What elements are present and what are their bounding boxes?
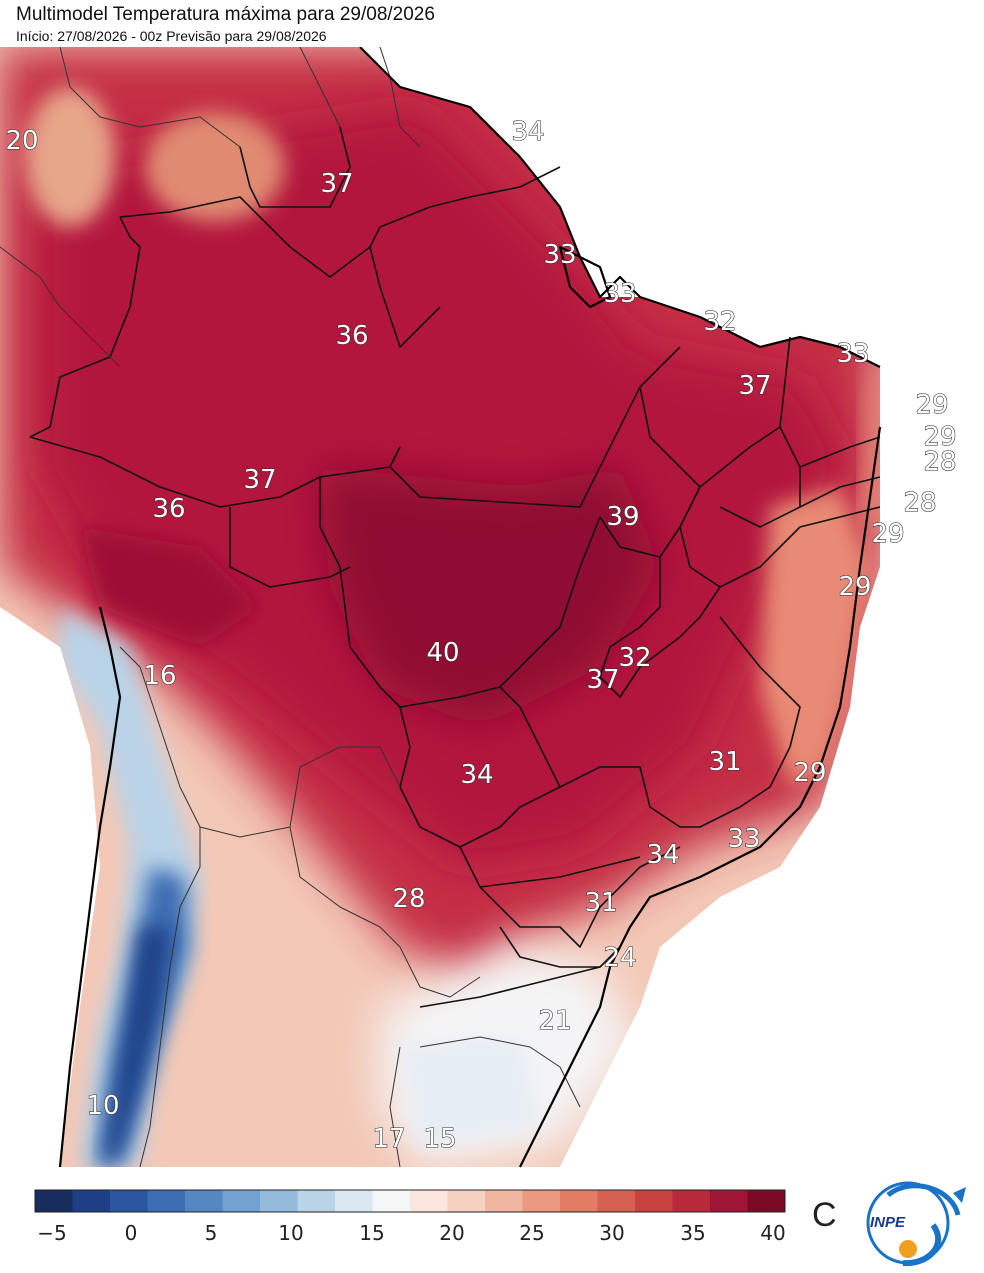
colorbar-swatch [410,1190,448,1212]
colorbar-swatch [635,1190,673,1212]
colorbar-swatch [72,1190,111,1212]
temp-label: 29 [838,572,871,602]
temp-label: 32 [618,643,651,673]
temperature-map: 20 34 37 33 33 36 32 33 37 29 29 28 37 3… [0,47,957,1168]
colorbar-swatch [335,1190,373,1212]
tick-label: 0 [125,1221,138,1245]
tick-label: 10 [278,1221,303,1245]
temp-label: 37 [586,665,619,695]
temp-label: 21 [538,1006,571,1036]
temp-label: 29 [793,758,826,788]
temp-label: 37 [738,371,771,401]
temp-label: 31 [708,747,741,777]
colorbar-swatch [522,1190,561,1212]
colorbar-swatch [447,1190,486,1212]
colorbar-swatch [222,1190,261,1212]
temp-label: 28 [923,447,956,477]
temp-label: 39 [606,502,639,532]
state-borders [29,126,881,1008]
colorbar-swatches [35,1190,786,1212]
colorbar-swatch [110,1190,148,1212]
temp-label: 31 [584,888,617,918]
logo-text: INPE [870,1214,906,1231]
colorbar-swatch [35,1190,73,1212]
temp-label: 36 [152,494,185,524]
colorbar-swatch [185,1190,223,1212]
colorbar-swatch [672,1190,711,1212]
unit-label: C [812,1196,837,1234]
temp-label: 20 [5,126,38,156]
temp-label: 37 [243,465,276,495]
temp-label: 16 [143,661,176,691]
temp-label: 33 [836,339,869,369]
temp-label: 34 [460,760,493,790]
temp-label: 10 [86,1091,119,1121]
temp-label: 17 [372,1124,405,1154]
temp-label: 29 [915,390,948,420]
tick-label: 30 [599,1221,624,1245]
colorbar-swatch [297,1190,336,1212]
tick-label: 15 [359,1221,384,1245]
temp-label: 34 [511,117,544,147]
tick-label: 35 [680,1221,705,1245]
tick-label: 40 [760,1221,785,1245]
map-subtitle: Início: 27/08/2026 - 00z Previsão para 2… [16,28,327,44]
colorbar-swatch [560,1190,598,1212]
temp-label: 33 [543,240,576,270]
temp-label: 33 [727,824,760,854]
colorbar-swatch [747,1190,786,1212]
coastline [58,47,882,1168]
temperature-labels: 20 34 37 33 33 36 32 33 37 29 29 28 37 3… [5,116,957,1154]
temp-label: 24 [603,943,636,973]
colorbar-swatch [147,1190,186,1212]
map-title: Multimodel Temperatura máxima para 29/08… [16,4,435,25]
temp-label: 28 [392,884,425,914]
tick-label: 20 [439,1221,464,1245]
colorbar-swatch [597,1190,636,1212]
temp-label: 36 [335,321,368,351]
temp-label: 40 [426,638,459,668]
inpe-logo: INPE [866,1181,966,1267]
temp-label: 33 [603,279,636,309]
temp-label: 29 [923,422,956,452]
temp-label: 37 [320,169,353,199]
colorbar-ticks: −5 0 5 10 15 20 25 30 35 40 [37,1221,785,1245]
temp-label: 32 [703,307,736,337]
colorbar-swatch [372,1190,411,1212]
colorbar-swatch [485,1190,523,1212]
country-borders [0,47,581,1168]
temp-label: 28 [903,488,936,518]
colorbar-swatch [260,1190,298,1212]
colorbar: −5 0 5 10 15 20 25 30 35 40 [34,1189,786,1245]
tick-label: −5 [37,1221,66,1245]
colorbar-swatch [710,1190,748,1212]
tick-label: 25 [519,1221,544,1245]
temp-label: 29 [871,519,904,549]
temp-label: 34 [646,840,679,870]
temperature-field [0,47,880,1167]
tick-label: 5 [205,1221,218,1245]
temp-label: 15 [423,1124,456,1154]
